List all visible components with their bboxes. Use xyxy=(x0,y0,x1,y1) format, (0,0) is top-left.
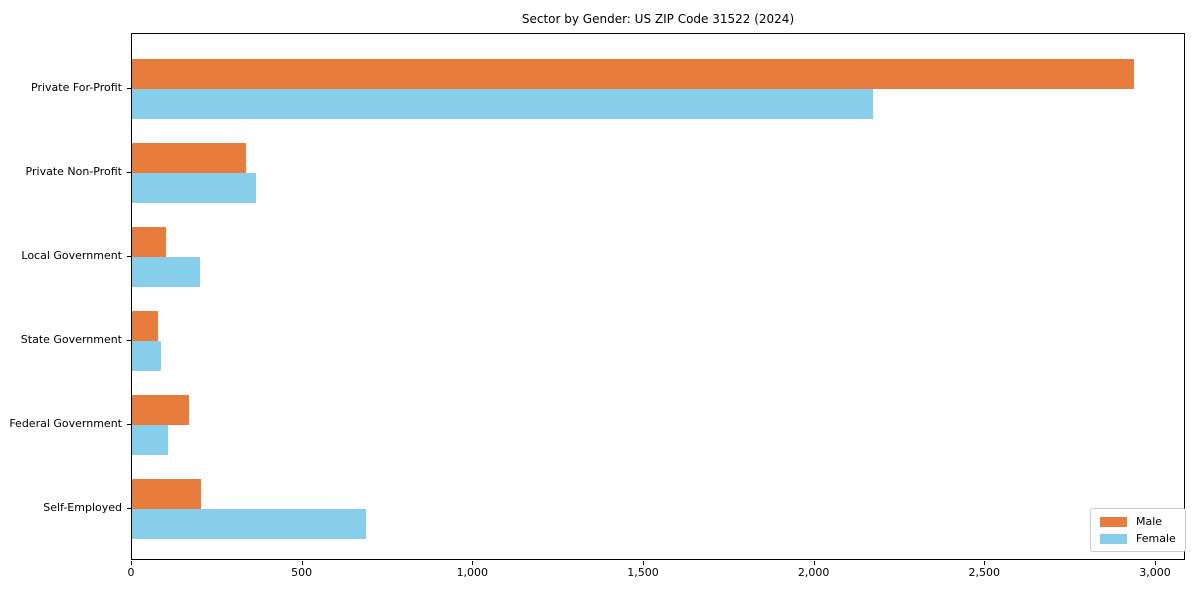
bar-female-private-for-profit xyxy=(132,89,873,119)
x-tick-mark xyxy=(1154,561,1156,565)
y-tick-mark xyxy=(127,256,131,257)
legend-swatch-female xyxy=(1100,533,1127,544)
bar-female-private-non-profit xyxy=(132,173,257,203)
y-tick-mark xyxy=(127,508,131,509)
x-tick-mark xyxy=(472,561,474,565)
x-tick-label-0: 0 xyxy=(127,566,135,579)
bar-female-federal-government xyxy=(132,425,168,455)
x-tick-mark xyxy=(301,561,303,565)
legend: Male Female xyxy=(1090,508,1186,552)
x-tick-label-3-000: 3,000 xyxy=(1139,566,1171,579)
legend-swatch-male xyxy=(1100,516,1127,527)
y-tick-label-federal-government: Federal Government xyxy=(9,417,122,430)
bar-male-federal-government xyxy=(132,395,189,425)
chart-title: Sector by Gender: US ZIP Code 31522 (202… xyxy=(521,12,795,26)
y-tick-label-local-government: Local Government xyxy=(21,249,122,262)
y-tick-label-self-employed: Self-Employed xyxy=(43,501,122,514)
y-tick-label-state-government: State Government xyxy=(20,333,122,346)
bar-female-self-employed xyxy=(132,509,366,539)
bar-female-local-government xyxy=(132,257,201,287)
x-tick-label-2-500: 2,500 xyxy=(968,566,1001,579)
legend-item-female: Female xyxy=(1100,533,1176,544)
y-tick-mark xyxy=(127,424,131,425)
x-tick-label-1-500: 1,500 xyxy=(627,566,659,579)
bar-male-self-employed xyxy=(132,479,201,509)
bar-male-local-government xyxy=(132,227,167,257)
y-tick-mark xyxy=(127,172,131,173)
bar-male-private-non-profit xyxy=(132,143,247,173)
bar-male-state-government xyxy=(132,311,158,341)
x-tick-mark xyxy=(642,561,644,565)
y-tick-label-private-for-profit: Private For-Profit xyxy=(31,81,122,94)
bar-male-private-for-profit xyxy=(132,59,1134,89)
x-tick-mark xyxy=(131,561,132,565)
x-tick-label-2-000: 2,000 xyxy=(797,566,830,579)
bar-female-state-government xyxy=(132,341,161,371)
y-tick-label-private-non-profit: Private Non-Profit xyxy=(25,165,122,178)
x-tick-mark xyxy=(813,561,815,565)
x-tick-mark xyxy=(984,561,986,565)
y-tick-mark xyxy=(127,340,131,341)
y-tick-mark xyxy=(127,88,131,89)
x-tick-label-500: 500 xyxy=(291,566,313,579)
plot-area xyxy=(131,33,1185,560)
legend-item-male: Male xyxy=(1100,516,1176,527)
x-tick-label-1-000: 1,000 xyxy=(456,566,489,579)
legend-label-female: Female xyxy=(1136,532,1176,545)
legend-label-male: Male xyxy=(1136,515,1163,528)
